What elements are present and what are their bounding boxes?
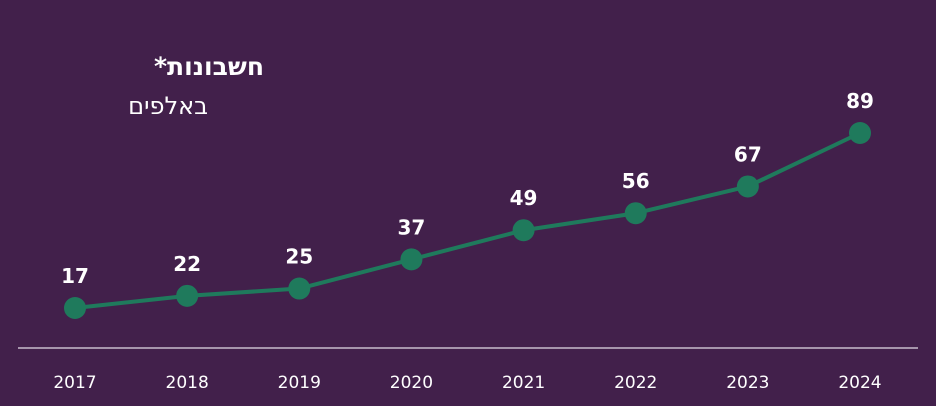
x-tick-label: 2017 <box>53 373 96 393</box>
data-point <box>288 277 311 300</box>
x-tick-label: 2024 <box>838 373 881 393</box>
x-tick-label: 2019 <box>278 373 321 393</box>
data-label: 67 <box>734 142 762 166</box>
x-tick-label: 2023 <box>726 373 769 393</box>
x-tick-label: 2021 <box>502 373 545 393</box>
data-label: 22 <box>173 252 201 276</box>
data-point <box>400 248 423 271</box>
data-point <box>736 175 759 198</box>
data-label: 37 <box>398 215 426 239</box>
x-tick-label: 2022 <box>614 373 657 393</box>
data-label: 17 <box>61 264 89 288</box>
data-point <box>624 202 647 225</box>
chart-subtitle: באלפים <box>128 92 208 120</box>
data-point <box>849 122 871 144</box>
data-point <box>176 284 199 307</box>
x-tick-label: 2018 <box>166 373 209 393</box>
data-label: 25 <box>285 245 313 269</box>
data-point <box>512 219 535 242</box>
data-point <box>64 297 86 319</box>
series-line <box>74 131 861 310</box>
x-tick-label: 2020 <box>390 373 433 393</box>
data-label: 56 <box>622 169 650 193</box>
data-label: 89 <box>846 89 874 113</box>
data-label: 49 <box>510 186 538 210</box>
chart-title: חשבונות* <box>153 52 264 81</box>
